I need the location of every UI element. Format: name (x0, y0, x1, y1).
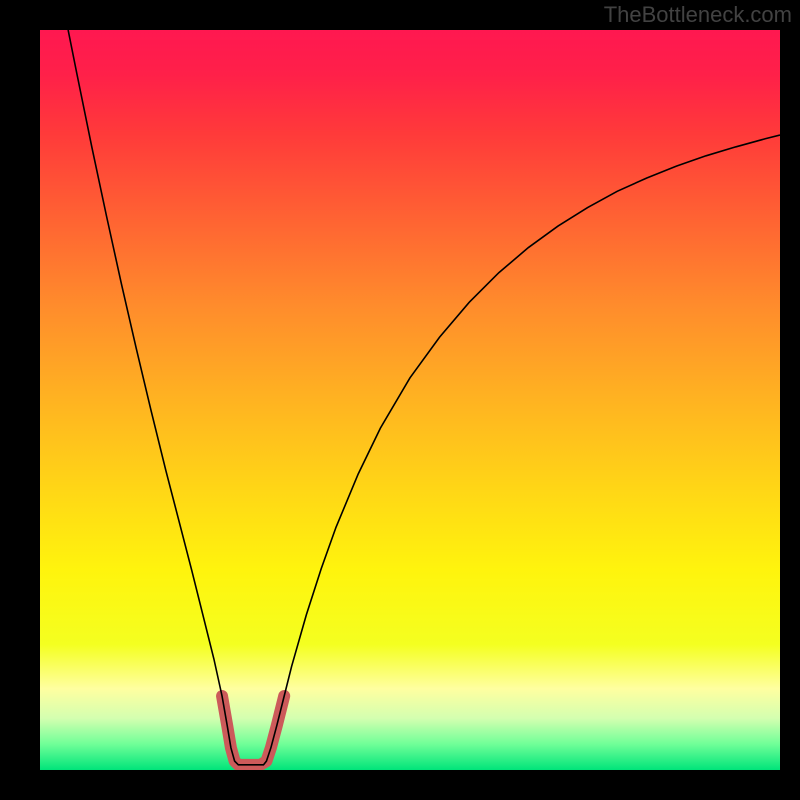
chart-svg (0, 0, 800, 800)
plot-background-gradient (40, 30, 780, 770)
watermark-text: TheBottleneck.com (604, 2, 792, 28)
chart-container: TheBottleneck.com (0, 0, 800, 800)
